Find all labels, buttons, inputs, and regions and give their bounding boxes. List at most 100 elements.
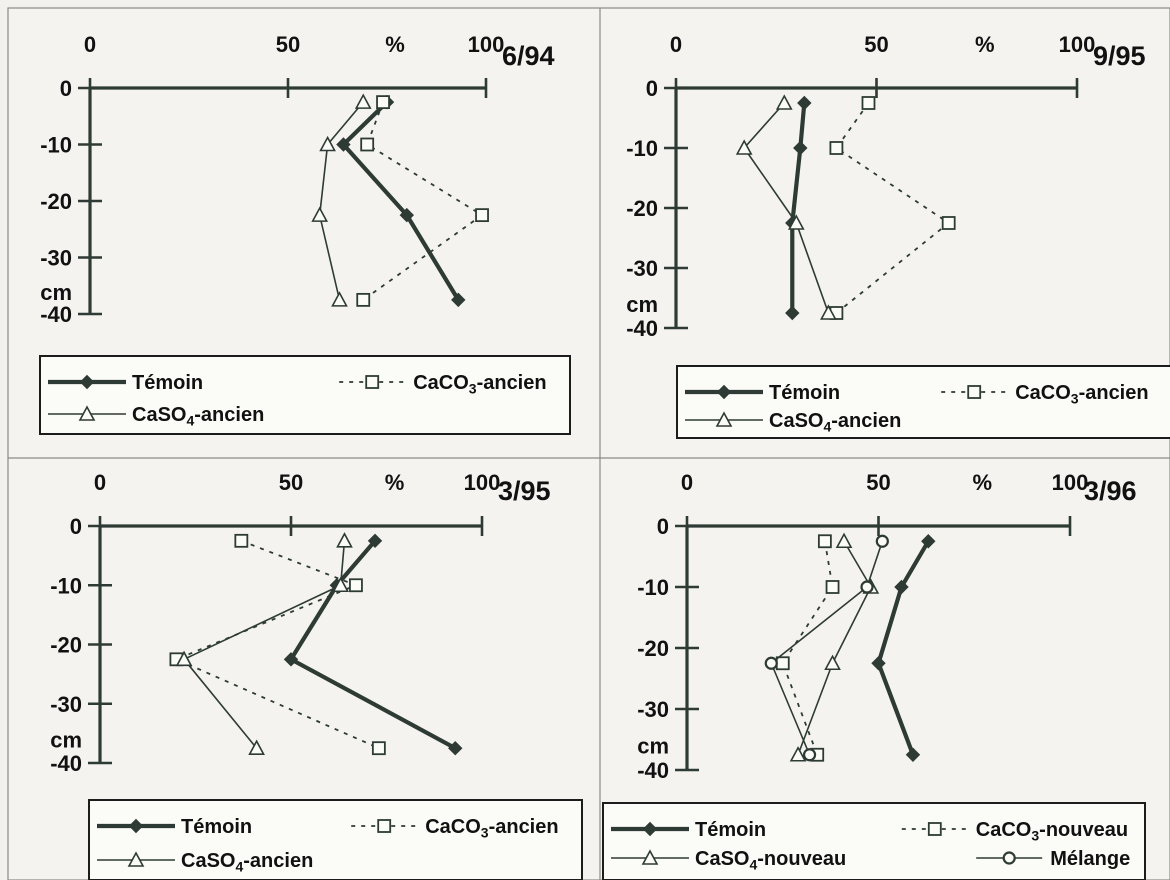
y-tick-label: -30: [637, 697, 669, 722]
data-point: [941, 216, 956, 230]
y-tick-label: -20: [50, 633, 82, 658]
data-point: [371, 741, 386, 756]
data-point: [331, 291, 348, 307]
legend-item-caso4-ancien: CaSO4-ancien: [48, 404, 264, 428]
series-line: [318, 101, 364, 301]
data-point: [283, 652, 299, 667]
series-melange: [764, 534, 889, 762]
data-point: [360, 137, 375, 152]
series-line: [743, 102, 830, 314]
series-temoin: [336, 94, 466, 308]
legend-swatch-marker: [715, 411, 733, 427]
legend-swatch-marker: [79, 374, 95, 390]
series-caso4-ancien: [311, 93, 372, 307]
series-line: [362, 101, 483, 301]
data-point: [921, 534, 936, 549]
data-point: [824, 654, 841, 671]
legend-label: Témoin: [695, 819, 766, 841]
y-tick-label: -20: [40, 189, 72, 214]
series-caso4-ancien: [735, 94, 837, 320]
data-point: [448, 740, 463, 756]
data-point: [451, 292, 466, 308]
legend-item-caco3-ancien: CaCO3-ancien: [339, 372, 547, 396]
data-point: [871, 656, 886, 671]
panel-title: 9/95: [1093, 41, 1146, 71]
legend-label: CaCO3-ancien: [425, 816, 558, 840]
panel-title: 6/94: [502, 41, 555, 71]
y-tick-label: -10: [50, 573, 82, 598]
data-point: [376, 95, 390, 110]
data-point: [905, 747, 921, 762]
data-point: [735, 139, 753, 155]
series-line: [876, 540, 931, 756]
legend-item-caso4-nouveau: CaSO4-nouveau: [611, 848, 846, 872]
legend-swatch-marker: [642, 821, 658, 837]
data-point: [399, 207, 415, 223]
legend-swatch-marker: [127, 851, 145, 867]
data-point: [336, 137, 351, 152]
legend-item-caco3-ancien: CaCO3-ancien: [941, 382, 1149, 406]
x-tick-label: 0: [94, 470, 106, 495]
x-tick-label: 100: [1052, 470, 1089, 495]
legend-frame: [602, 802, 1146, 880]
y-tick-label: -10: [637, 575, 669, 600]
legend-label: CaSO4-ancien: [132, 404, 264, 428]
y-unit-label: cm: [626, 292, 658, 317]
data-point: [817, 534, 832, 549]
legend-item-caso4-ancien: CaSO4-ancien: [97, 850, 313, 874]
data-point: [820, 304, 837, 320]
data-point: [475, 208, 489, 223]
legend-label: CaSO4-ancien: [769, 410, 901, 434]
legend-item-caco3-nouveau: CaCO3-nouveau: [901, 819, 1128, 843]
x-unit-label: %: [975, 32, 995, 57]
data-point: [775, 656, 790, 671]
data-point: [332, 576, 349, 593]
series-line: [341, 100, 461, 301]
y-unit-label: cm: [637, 734, 669, 759]
series-line: [797, 540, 872, 756]
data-point: [311, 206, 329, 222]
y-tick-label: -30: [50, 692, 82, 717]
legend-frame: [88, 799, 583, 880]
series-temoin: [871, 534, 936, 762]
y-tick-label: 0: [646, 76, 658, 101]
legend-label: CaCO3-nouveau: [976, 819, 1128, 843]
data-point: [802, 748, 817, 762]
series-caco3-ancien: [356, 95, 489, 307]
data-point: [825, 580, 840, 594]
y-tick-label: 0: [60, 76, 72, 101]
x-tick-label: 50: [864, 32, 888, 57]
legend-label: CaCO3-ancien: [1015, 382, 1148, 406]
x-tick-label: 50: [276, 32, 300, 57]
legend-swatch-marker: [365, 375, 380, 389]
y-tick-label: -30: [40, 246, 72, 271]
series-caco3-ancien: [169, 533, 386, 756]
series-line: [288, 539, 457, 751]
data-point: [764, 656, 778, 670]
data-point: [875, 534, 889, 548]
x-tick-label: 0: [84, 32, 96, 57]
y-tick-label: -30: [626, 256, 658, 281]
legend-label: Mélange: [1050, 848, 1130, 870]
legend: Témoin CaCO3-ancien CaSO4-ancien: [676, 365, 1170, 439]
x-tick-label: 100: [464, 470, 501, 495]
y-tick-label: -10: [40, 133, 72, 158]
legend-swatch-marker: [967, 385, 982, 399]
legend-label: CaSO4-nouveau: [695, 848, 846, 872]
y-tick-label: -20: [637, 636, 669, 661]
data-point: [367, 533, 383, 549]
data-point: [894, 579, 909, 595]
x-tick-label: 100: [468, 32, 505, 57]
data-point: [835, 532, 853, 549]
data-point: [829, 141, 844, 155]
y-tick-label: -40: [626, 316, 658, 341]
data-point: [349, 578, 363, 593]
data-point: [789, 746, 807, 762]
legend: Témoin CaCO3-ancien CaSO4-ancien: [88, 799, 583, 880]
legend-label: Témoin: [181, 816, 252, 838]
series-temoin: [283, 533, 463, 756]
legend-swatch-marker: [641, 849, 659, 865]
